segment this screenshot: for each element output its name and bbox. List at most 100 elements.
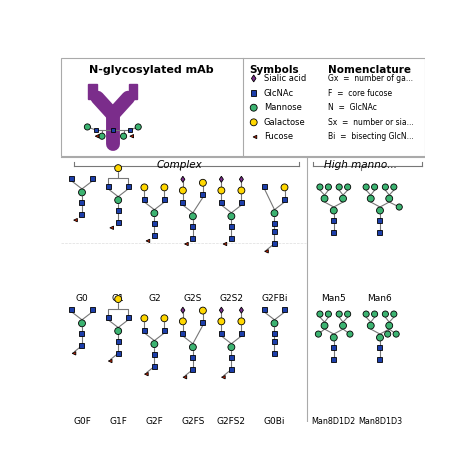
Text: Gx  =  number of ga...: Gx = number of ga...: [328, 74, 413, 83]
Bar: [229, 355, 234, 360]
Bar: [162, 328, 167, 333]
Bar: [116, 208, 121, 213]
Text: G2FS: G2FS: [181, 417, 205, 426]
Bar: [126, 184, 131, 189]
Polygon shape: [223, 242, 227, 246]
Bar: [377, 357, 383, 363]
Circle shape: [281, 184, 288, 191]
Circle shape: [345, 184, 351, 190]
Circle shape: [200, 307, 206, 314]
Bar: [272, 220, 277, 226]
Text: Man5: Man5: [321, 294, 346, 303]
Circle shape: [84, 124, 91, 130]
Polygon shape: [221, 375, 225, 379]
Circle shape: [200, 179, 206, 186]
Bar: [94, 128, 98, 132]
Bar: [239, 200, 244, 205]
Text: Fucose: Fucose: [264, 132, 293, 141]
Bar: [181, 331, 185, 336]
Circle shape: [321, 195, 328, 202]
Circle shape: [325, 311, 331, 317]
Bar: [191, 236, 195, 241]
Bar: [331, 230, 336, 235]
Text: G2F: G2F: [146, 417, 163, 426]
Circle shape: [271, 210, 278, 217]
Bar: [90, 176, 94, 181]
Bar: [331, 346, 336, 350]
Bar: [191, 355, 195, 360]
Circle shape: [367, 195, 374, 202]
Bar: [152, 233, 157, 238]
Text: Man8D1D2: Man8D1D2: [312, 417, 356, 426]
Circle shape: [391, 311, 397, 317]
Circle shape: [250, 104, 257, 111]
Circle shape: [115, 328, 122, 335]
Text: G1: G1: [112, 294, 125, 303]
Text: G0Bi: G0Bi: [264, 417, 285, 426]
Bar: [229, 224, 234, 229]
Text: G0: G0: [76, 294, 88, 303]
Bar: [272, 229, 277, 234]
Circle shape: [386, 322, 392, 329]
Bar: [142, 197, 147, 202]
Bar: [129, 84, 137, 99]
Bar: [331, 357, 336, 363]
Polygon shape: [109, 359, 112, 363]
Circle shape: [218, 187, 225, 194]
Polygon shape: [253, 135, 257, 139]
Text: Man8D1D3: Man8D1D3: [358, 417, 402, 426]
Circle shape: [218, 318, 225, 325]
Text: G2S2: G2S2: [219, 294, 243, 303]
Circle shape: [228, 344, 235, 351]
Bar: [162, 197, 167, 202]
Text: Sialic acid: Sialic acid: [264, 74, 306, 83]
Text: G2S: G2S: [184, 294, 202, 303]
Bar: [201, 320, 205, 325]
Circle shape: [330, 207, 337, 214]
Circle shape: [372, 184, 378, 190]
Polygon shape: [146, 239, 150, 243]
Bar: [272, 331, 277, 336]
Bar: [272, 351, 277, 356]
Bar: [116, 220, 121, 225]
Text: Sx  =  number or sia...: Sx = number or sia...: [328, 118, 413, 127]
Circle shape: [336, 184, 342, 190]
Circle shape: [363, 311, 369, 317]
Circle shape: [317, 184, 323, 190]
Circle shape: [376, 207, 383, 214]
Bar: [116, 351, 121, 356]
Circle shape: [367, 322, 374, 329]
Bar: [262, 307, 267, 312]
Circle shape: [141, 184, 148, 191]
Circle shape: [115, 296, 122, 302]
Bar: [111, 128, 115, 132]
Circle shape: [151, 210, 158, 217]
Bar: [331, 219, 336, 223]
Bar: [377, 219, 383, 223]
Circle shape: [151, 341, 158, 347]
Bar: [142, 328, 147, 333]
Bar: [70, 176, 74, 181]
Bar: [80, 201, 84, 205]
Bar: [262, 184, 267, 189]
Polygon shape: [130, 135, 134, 138]
Circle shape: [115, 197, 122, 203]
Bar: [80, 343, 84, 348]
Text: Symbols: Symbols: [249, 64, 299, 74]
Polygon shape: [251, 75, 256, 82]
Polygon shape: [73, 219, 77, 222]
Circle shape: [190, 213, 196, 220]
Text: G2FBi: G2FBi: [261, 294, 288, 303]
Bar: [70, 307, 74, 312]
Circle shape: [384, 331, 391, 337]
Bar: [219, 200, 224, 205]
Circle shape: [336, 311, 342, 317]
Polygon shape: [110, 226, 114, 229]
Bar: [201, 192, 205, 197]
Polygon shape: [264, 250, 268, 253]
Circle shape: [396, 204, 402, 210]
Circle shape: [372, 311, 378, 317]
Bar: [251, 91, 256, 96]
Polygon shape: [183, 375, 187, 379]
Bar: [88, 84, 97, 99]
